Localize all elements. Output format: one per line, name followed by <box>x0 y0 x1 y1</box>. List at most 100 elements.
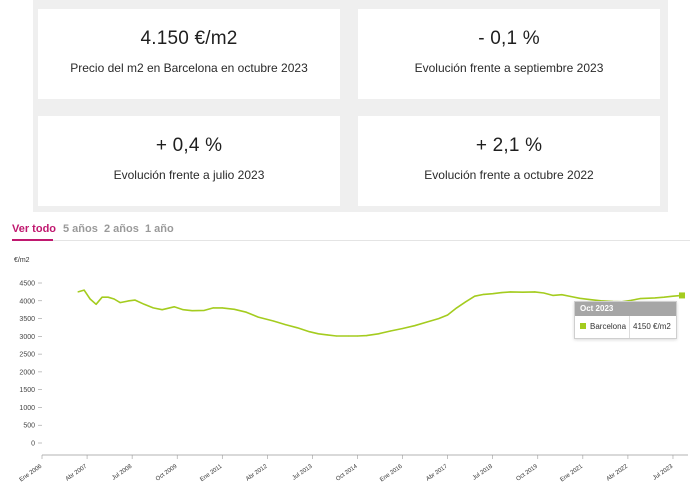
data-point <box>245 311 247 313</box>
y-axis-label: €/m2 <box>14 257 30 264</box>
tooltip-title: Oct 2023 <box>575 302 676 316</box>
data-point <box>663 296 665 298</box>
stat-card-monthly: - 0,1 % Evolución frente a septiembre 20… <box>358 9 660 99</box>
data-point <box>173 306 175 308</box>
y-tick-label: 1000 <box>19 405 35 412</box>
data-point <box>326 334 329 336</box>
data-point <box>501 292 503 294</box>
chart-tooltip: Oct 2023 Barcelona 4150 €/m2 <box>574 301 677 339</box>
stats-panel: 4.150 €/m2 Precio del m2 en Barcelona en… <box>33 0 668 212</box>
y-tick-label: 4500 <box>19 281 35 288</box>
data-point <box>639 298 641 300</box>
data-point <box>543 292 545 294</box>
y-tick-label: 2000 <box>19 369 35 376</box>
data-point <box>438 317 440 320</box>
tab-ver-todo[interactable]: Ver todo <box>12 223 57 235</box>
x-tick-label: Abr 2012 <box>245 463 269 482</box>
stat-label: Evolución frente a octubre 2022 <box>424 168 594 182</box>
data-point <box>672 295 674 297</box>
data-point <box>522 291 524 293</box>
data-point <box>89 298 91 300</box>
data-point <box>143 303 145 305</box>
data-point <box>107 296 109 298</box>
tab-1-ano[interactable]: 1 año <box>145 223 174 235</box>
stat-label: Precio del m2 en Barcelona en octubre 20… <box>70 61 308 75</box>
x-tick-label: Ene 2011 <box>199 463 224 483</box>
data-point <box>203 309 205 311</box>
last-point-marker[interactable] <box>678 292 685 299</box>
tab-2-anos[interactable]: 2 años <box>104 223 139 235</box>
data-point <box>483 293 485 295</box>
stat-value: - 0,1 % <box>478 28 540 49</box>
data-point <box>389 330 392 332</box>
data-point <box>134 299 136 301</box>
stat-card-price: 4.150 €/m2 Precio del m2 en Barcelona en… <box>38 9 340 99</box>
x-tick-label: Jul 2013 <box>292 463 315 481</box>
data-point <box>492 293 494 295</box>
y-tick-label: 1500 <box>19 387 35 394</box>
data-point <box>83 289 85 291</box>
data-point <box>182 309 184 311</box>
x-tick-label: Abr 2007 <box>65 463 89 482</box>
data-point <box>101 296 103 298</box>
x-tick-label: Oct 2019 <box>516 463 540 482</box>
data-point <box>630 299 632 302</box>
data-point <box>257 316 259 318</box>
data-point <box>552 294 554 297</box>
stat-card-quarterly: + 0,4 % Evolución frente a julio 2023 <box>38 116 340 206</box>
x-tick-label: Oct 2009 <box>155 463 179 482</box>
data-point <box>588 298 590 300</box>
data-point <box>579 297 581 299</box>
data-point <box>377 333 380 335</box>
data-point <box>401 327 404 330</box>
tooltip-series-name: Barcelona <box>590 322 627 331</box>
data-point <box>510 291 512 293</box>
tooltip-value: 4150 €/m2 <box>633 322 671 331</box>
data-point <box>128 300 130 302</box>
y-tick-label: 3000 <box>19 334 35 341</box>
data-point <box>534 291 536 293</box>
data-point <box>645 297 647 299</box>
data-point <box>233 308 235 310</box>
data-point <box>119 301 121 304</box>
x-tick-label: Oct 2014 <box>335 463 359 482</box>
x-tick-label: Ene 2006 <box>19 463 44 483</box>
data-point <box>77 291 79 293</box>
data-point <box>570 295 572 298</box>
stat-label: Evolución frente a julio 2023 <box>113 168 265 182</box>
data-point <box>272 320 274 322</box>
y-tick-label: 3500 <box>19 316 35 323</box>
tab-5-anos[interactable]: 5 años <box>63 223 98 235</box>
tooltip-row: Barcelona 4150 €/m2 <box>575 316 676 338</box>
price-line-chart[interactable]: €/m2 0 500 1000 1500 2000 2500 3000 3500 4000 4500… <box>0 248 700 500</box>
data-point <box>413 325 416 327</box>
data-point <box>161 309 163 311</box>
data-point <box>456 307 458 309</box>
tooltip-series-swatch <box>580 323 586 329</box>
data-point <box>221 307 223 309</box>
y-tick-label: 2500 <box>19 352 35 359</box>
series-line-barcelona[interactable] <box>77 289 683 337</box>
x-tick-label: Abr 2022 <box>606 463 630 482</box>
x-tick-label: Jul 2023 <box>652 463 675 481</box>
data-point <box>561 294 563 296</box>
data-point <box>347 335 350 337</box>
y-tick-label: 500 <box>23 423 35 430</box>
data-point <box>447 314 449 316</box>
stat-value: 4.150 €/m2 <box>140 28 238 49</box>
data-point <box>317 333 320 335</box>
tooltip-divider <box>629 316 630 338</box>
stat-value: + 2,1 % <box>475 135 543 156</box>
data-point <box>284 324 286 326</box>
stat-card-yearly: + 2,1 % Evolución frente a octubre 2022 <box>358 116 660 206</box>
data-point <box>425 321 428 323</box>
data-point <box>308 331 311 333</box>
data-point <box>335 335 338 337</box>
data-point <box>95 303 97 305</box>
x-tick-label: Ene 2016 <box>379 463 404 483</box>
stat-value: + 0,4 % <box>155 135 223 156</box>
data-point <box>113 298 115 300</box>
stat-label: Evolución frente a septiembre 2023 <box>414 61 604 75</box>
data-point <box>654 297 656 299</box>
y-tick-label: 0 <box>31 441 35 448</box>
